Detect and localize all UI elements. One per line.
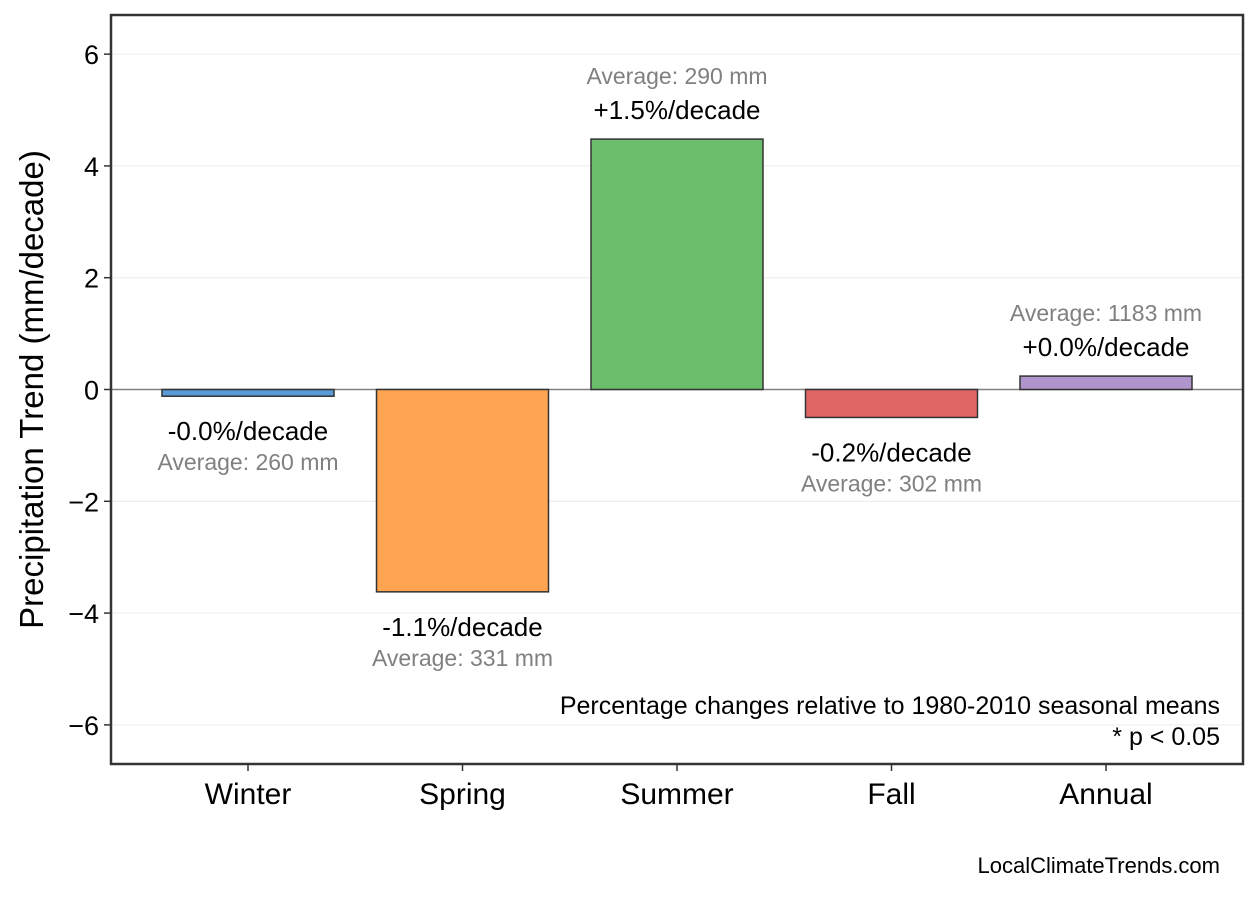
x-tick-label: Winter (205, 778, 292, 811)
average-label: Average: 331 mm (372, 645, 553, 671)
x-tick-label: Spring (419, 778, 506, 811)
percent-label: +1.5%/decade (594, 95, 761, 125)
source-credit: LocalClimateTrends.com (978, 853, 1221, 878)
y-axis-title: Precipitation Trend (mm/decade) (13, 150, 50, 629)
y-tick-label: −2 (68, 487, 99, 517)
bar-winter (161, 388, 335, 397)
x-tick-label: Annual (1059, 778, 1152, 811)
y-tick-label: 6 (84, 40, 99, 70)
y-tick-label: −6 (68, 711, 99, 741)
x-axis: Winter Spring Summer Fall Annual (205, 764, 1153, 811)
average-label: Average: 1183 mm (1010, 300, 1202, 326)
average-label: Average: 290 mm (586, 63, 767, 89)
average-label: Average: 260 mm (157, 449, 338, 475)
percent-label: -0.0%/decade (168, 416, 328, 446)
note-significance: * p < 0.05 (1112, 723, 1220, 751)
bar-summer (590, 138, 764, 391)
note-percentage-baseline: Percentage changes relative to 1980-2010… (560, 692, 1220, 720)
labels-layer: -0.0%/decade Average: 260 mm -1.1%/decade A… (157, 63, 1202, 671)
bar-spring (375, 388, 550, 593)
bar-fall (804, 388, 979, 419)
average-label: Average: 302 mm (801, 470, 982, 496)
y-tick-label: 2 (84, 264, 99, 294)
x-tick-label: Fall (867, 778, 915, 811)
percent-label: +0.0%/decade (1023, 332, 1190, 362)
percent-label: -0.2%/decade (811, 437, 971, 467)
y-tick-label: 4 (84, 152, 99, 182)
bars-layer (161, 138, 1193, 593)
y-tick-label: 0 (84, 376, 99, 406)
y-axis: 6 4 2 0 −2 −4 −6 (68, 40, 111, 741)
bar-annual (1019, 375, 1193, 391)
y-tick-label: −4 (68, 599, 99, 629)
percent-label: -1.1%/decade (382, 612, 542, 642)
x-tick-label: Summer (620, 778, 733, 811)
